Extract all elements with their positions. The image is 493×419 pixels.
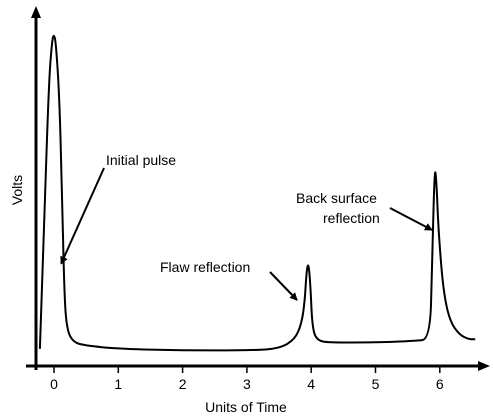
- x-tick-label: 6: [436, 376, 444, 392]
- x-tick-label: 3: [243, 376, 251, 392]
- x-tick-label: 0: [50, 376, 58, 392]
- annotation-back-surface-line1: Back surface: [296, 190, 377, 206]
- x-tick-label: 4: [307, 376, 315, 392]
- annotation-arrow: [390, 208, 432, 230]
- x-tick-label: 2: [179, 376, 187, 392]
- annotation-flaw-reflection: Flaw reflection: [160, 259, 250, 275]
- annotation-arrow: [61, 168, 104, 264]
- annotation-initial-pulse: Initial pulse: [106, 152, 176, 168]
- annotations: Initial pulse Flaw reflection Back surface…: [61, 152, 432, 300]
- x-axis-label: Units of Time: [205, 399, 287, 415]
- x-ticks: 0 1 2 3 4 5 6: [50, 366, 444, 392]
- annotation-arrow: [270, 272, 297, 300]
- x-tick-label: 5: [372, 376, 380, 392]
- signal-line: [40, 36, 475, 350]
- series: [40, 36, 475, 350]
- y-axis-label: Volts: [9, 175, 25, 205]
- annotation-back-surface-line2: reflection: [323, 210, 380, 226]
- x-tick-label: 1: [114, 376, 122, 392]
